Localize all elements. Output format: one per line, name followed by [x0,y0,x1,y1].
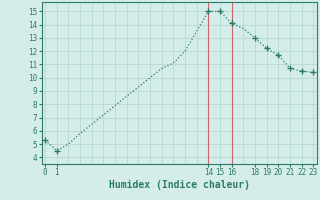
X-axis label: Humidex (Indice chaleur): Humidex (Indice chaleur) [109,180,250,190]
